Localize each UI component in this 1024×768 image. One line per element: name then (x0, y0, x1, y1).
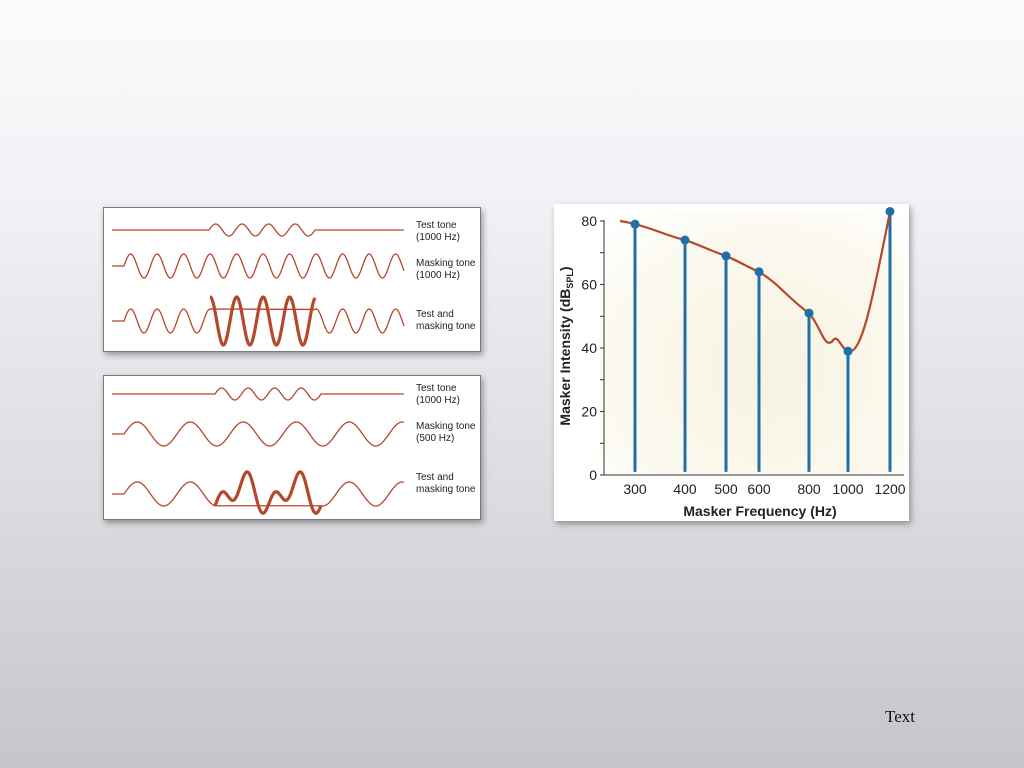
data-point (804, 308, 814, 318)
x-tick-label: 1200 (874, 481, 905, 497)
y-tick-label: 60 (581, 277, 597, 293)
waveform-panel-bottom: Test tone (1000 Hz) Masking tone (500 Hz… (103, 375, 481, 520)
top-row3-label-line1: Test and (416, 309, 454, 320)
bottom-row3-label-line1: Test and (416, 472, 454, 483)
bottom-row2-label-line2: (500 Hz) (416, 433, 455, 444)
y-axis-label-main: Masker Intensity (dB (557, 289, 573, 426)
bottom-masking-tone-wave (112, 421, 405, 447)
bottom-test-tone-wave (112, 387, 404, 401)
data-point (885, 206, 895, 216)
top-row3-label: Test and masking tone (416, 309, 475, 333)
x-tick-label: 300 (623, 481, 647, 497)
data-point (680, 235, 690, 245)
y-axis-label-sub: SPL (565, 271, 575, 289)
top-row1-label-line2: (1000 Hz) (416, 232, 460, 243)
top-test-tone-wave (112, 223, 404, 237)
footer-text: Text (885, 707, 915, 726)
top-row2-label-line1: Masking tone (416, 258, 476, 269)
bottom-row2-label: Masking tone (500 Hz) (416, 421, 475, 445)
bottom-row1-label-line1: Test tone (416, 383, 457, 394)
data-point (843, 346, 853, 356)
data-point (721, 251, 731, 261)
bottom-row3-label: Test and masking tone (416, 472, 475, 496)
y-axis-label-close: ) (557, 266, 573, 271)
y-tick-label: 20 (581, 404, 597, 420)
y-tick-labels: 0 20 40 60 80 (581, 213, 597, 483)
bottom-row2-label-line1: Masking tone (416, 421, 476, 432)
top-row2-label: Masking tone (1000 Hz) (416, 258, 475, 282)
top-row1-label-line1: Test tone (416, 220, 457, 231)
x-tick-label: 600 (747, 481, 771, 497)
top-row1-label: Test tone (1000 Hz) (416, 220, 460, 244)
top-row2-label-line2: (1000 Hz) (416, 270, 460, 281)
bottom-combined-wave-overlap (213, 470, 323, 515)
x-tick-labels: 300 400 500 600 800 1000 1200 (623, 481, 905, 497)
data-points (630, 206, 895, 356)
y-tick-label: 80 (581, 213, 597, 229)
x-tick-label: 500 (714, 481, 738, 497)
top-combined-wave-overlap (208, 295, 317, 347)
y-tick-marks (600, 220, 604, 476)
x-tick-label: 1000 (832, 481, 863, 497)
y-axis-label: Masker Intensity (dBSPL) (557, 266, 575, 425)
bottom-row1-label-line2: (1000 Hz) (416, 395, 460, 406)
y-tick-label: 40 (581, 340, 597, 356)
waveform-drawing-bottom (112, 387, 405, 515)
top-combined-wave (112, 308, 405, 334)
top-masking-tone-wave (112, 253, 405, 279)
data-stems (633, 211, 892, 472)
x-tick-label: 400 (673, 481, 697, 497)
masking-chart: 300 400 500 600 800 1000 1200 0 20 40 60 80 Masker… (557, 206, 906, 519)
waveform-panel-top: Test tone (1000 Hz) Masking tone (1000 H… (103, 207, 481, 352)
data-point (754, 267, 764, 277)
plot-area (600, 210, 904, 475)
bottom-combined-wave (112, 481, 405, 507)
masking-chart-panel: 300 400 500 600 800 1000 1200 0 20 40 60 80 Masker… (554, 204, 909, 521)
x-tick-label: 800 (797, 481, 821, 497)
bottom-row1-label: Test tone (1000 Hz) (416, 383, 460, 407)
bottom-row3-label-line2: masking tone (416, 484, 476, 495)
x-axis-label: Masker Frequency (Hz) (683, 503, 836, 519)
data-point (630, 219, 640, 229)
y-tick-label: 0 (589, 467, 597, 483)
top-row3-label-line2: masking tone (416, 321, 476, 332)
waveform-drawing-top (112, 223, 405, 347)
